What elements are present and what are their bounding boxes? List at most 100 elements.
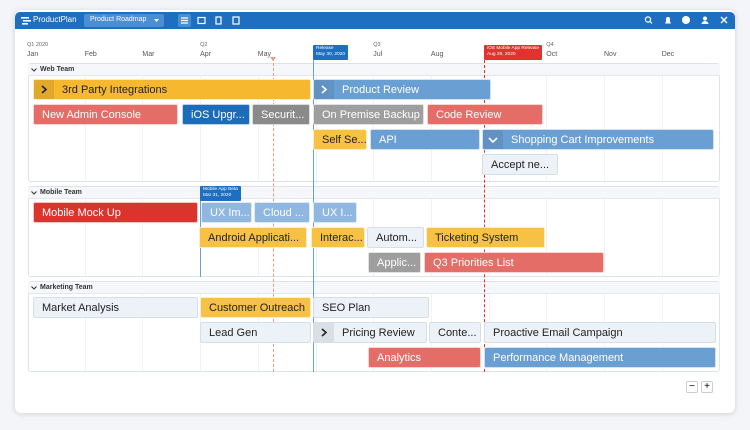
roadmap-bar[interactable]: UX Im... — [201, 202, 252, 223]
roadmap-bar[interactable]: Shopping Cart Improvements — [482, 129, 714, 150]
bar-label: Securit... — [261, 109, 305, 121]
milestone-date: Aug 28, 2020 — [487, 52, 516, 57]
bar-label: Autom... — [376, 232, 417, 244]
bar-label: Cloud ... — [263, 207, 304, 219]
roadmap-bar[interactable]: Q3 Priorities List — [424, 252, 604, 273]
milestone-date: May 30, 2020 — [316, 52, 346, 57]
bar-label: Shopping Cart Improvements — [511, 134, 655, 146]
milestone-line — [484, 60, 485, 372]
roadmap-bar[interactable]: Product Review — [313, 79, 491, 100]
lane-name: Mobile Team — [40, 189, 82, 196]
month-label: Mar — [142, 51, 155, 58]
roadmap-bar[interactable]: API — [370, 129, 480, 150]
roadmap-bar[interactable]: SEO Plan — [313, 297, 429, 318]
milestone-date: Mar 31, 2020 — [203, 193, 232, 198]
quarter-label: Q1 2020 — [27, 42, 49, 48]
lane-name: Marketing Team — [40, 284, 93, 291]
bar-label: Pricing Review — [342, 327, 415, 339]
roadmap-bar[interactable]: Analytics — [368, 347, 481, 368]
roadmap-bar[interactable]: Pricing Review — [313, 322, 427, 343]
grid-line — [200, 76, 202, 181]
roadmap-bar[interactable]: Interac... — [311, 227, 365, 248]
bar-label: Android Applicati... — [208, 232, 300, 244]
bar-label: 3rd Party Integrations — [62, 84, 168, 96]
bar-label: On Premise Backup — [322, 109, 420, 121]
grid-line — [142, 76, 144, 181]
roadmap-bar[interactable]: Ticketing System — [426, 227, 545, 248]
lane-header[interactable]: Mobile Team — [28, 187, 720, 199]
roadmap-bar[interactable]: Accept ne... — [482, 154, 558, 175]
roadmap-bar[interactable]: Android Applicati... — [199, 227, 307, 248]
roadmap-bar[interactable]: Proactive Email Campaign — [484, 322, 716, 343]
grid-line — [315, 76, 317, 181]
grid-line — [84, 294, 86, 371]
bar-label: Applic... — [377, 257, 417, 269]
bar-label: Lead Gen — [209, 327, 258, 339]
roadmap-bar[interactable]: Lead Gen — [200, 322, 311, 343]
right-icons[interactable] — [644, 15, 729, 26]
zoom-button[interactable]: + — [701, 381, 713, 393]
roadmap-bar[interactable]: Customer Outreach — [200, 297, 311, 318]
roadmap-bar[interactable]: Performance Management — [484, 347, 716, 368]
roadmap-bar[interactable]: UX I... — [313, 202, 357, 223]
month-label: May — [257, 51, 272, 58]
lane-header[interactable]: Web Team — [28, 64, 720, 76]
month-label: Aug — [430, 51, 444, 58]
roadmap-bar[interactable]: Conte... — [429, 322, 481, 343]
grid-line — [661, 199, 663, 276]
lane-header[interactable]: Marketing Team — [28, 282, 720, 294]
bar-label: New Admin Console — [42, 109, 142, 121]
month-label: Dec — [661, 51, 675, 58]
bar-label: Performance Management — [493, 352, 624, 364]
expand-chevron[interactable] — [314, 323, 334, 342]
roadmap-bar[interactable]: Applic... — [368, 252, 421, 273]
milestone-flag[interactable]: iOS Mobile App Release Aug 28, 2020 — [484, 45, 542, 60]
month-label: Jul — [373, 51, 383, 58]
quarter-label: Q2 — [200, 42, 208, 48]
bar-label: iOS Upgr... — [191, 109, 245, 121]
bar-label: Proactive Email Campaign — [493, 327, 623, 339]
milestone-flag[interactable]: Release May 30, 2020 — [313, 45, 349, 60]
grid-line — [604, 199, 605, 276]
quarter-label: Q3 — [373, 42, 381, 48]
roadmap-bar[interactable]: Market Analysis — [33, 297, 198, 318]
roadmap-bar[interactable]: Cloud ... — [254, 202, 310, 223]
roadmap-bar[interactable]: Self Se... — [313, 129, 367, 150]
grid-line — [604, 76, 605, 181]
grid-line — [488, 76, 490, 181]
month-label: Oct — [546, 51, 558, 58]
roadmap-dropdown[interactable]: Product Roadmap — [84, 14, 164, 27]
grid-line — [430, 76, 432, 181]
roadmap-bar[interactable]: On Premise Backup — [313, 104, 424, 125]
bar-label: Q3 Priorities List — [433, 257, 514, 269]
bar-label: Market Analysis — [42, 302, 120, 314]
lane-name: Web Team — [40, 66, 75, 73]
grid-line — [546, 76, 548, 181]
roadmap-bar[interactable]: Autom... — [367, 227, 424, 248]
roadmap-bar[interactable]: Mobile Mock Up — [33, 202, 198, 223]
milestone-flag[interactable]: Mobile App Beta Mar 31, 2020 — [200, 186, 241, 201]
roadmap-bar[interactable]: New Admin Console — [33, 104, 178, 125]
month-label: Apr — [200, 51, 211, 58]
expand-chevron[interactable] — [34, 80, 54, 99]
zoom-button[interactable]: − — [686, 381, 698, 393]
expand-chevron[interactable] — [314, 80, 334, 99]
expand-chevron[interactable] — [483, 130, 503, 149]
roadmap-bar[interactable]: Code Review — [427, 104, 543, 125]
bar-label: Interac... — [320, 232, 363, 244]
roadmap-bar[interactable]: iOS Upgr... — [182, 104, 250, 125]
bar-label: SEO Plan — [322, 302, 371, 314]
bar-label: UX I... — [322, 207, 353, 219]
roadmap-bar[interactable]: Securit... — [252, 104, 310, 125]
logo-text[interactable]: ProductPlan — [33, 15, 77, 24]
grid-line — [661, 76, 663, 181]
grid-line — [84, 76, 86, 181]
month-label: Nov — [604, 51, 617, 58]
milestone-title: Release — [316, 46, 334, 51]
logo-icon — [21, 17, 31, 25]
today-marker — [270, 57, 276, 61]
roadmap-bar[interactable]: 3rd Party Integrations — [33, 79, 311, 100]
bar-label: Code Review — [436, 109, 502, 121]
toolbar-icons[interactable] — [178, 14, 248, 27]
month-label: Feb — [84, 51, 97, 58]
